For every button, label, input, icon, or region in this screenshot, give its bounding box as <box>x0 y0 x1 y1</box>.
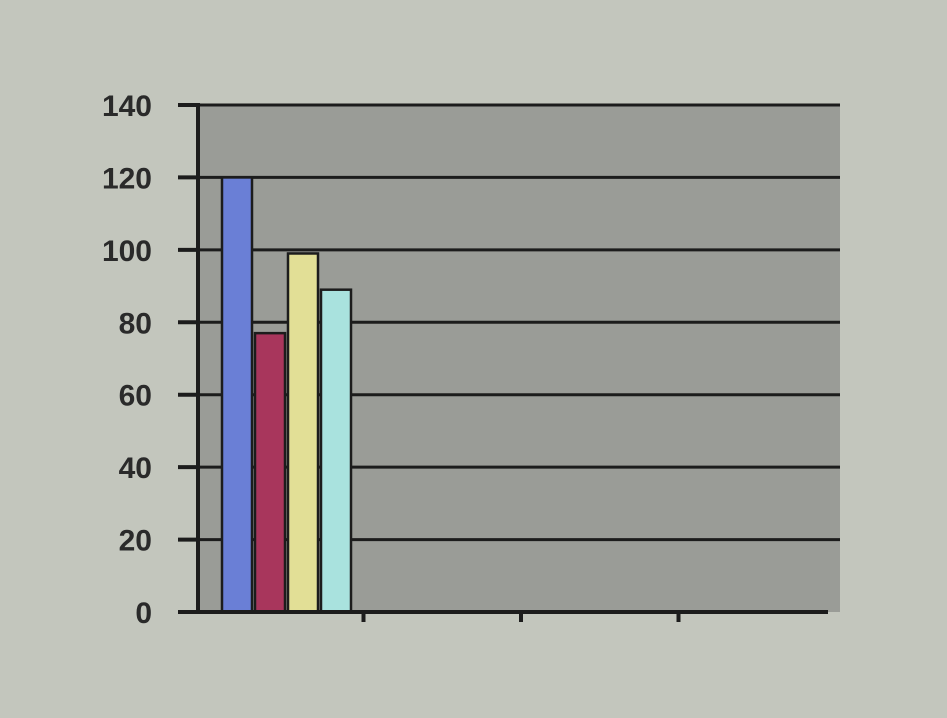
y-tick-label: 0 <box>135 597 152 630</box>
bar-series-4 <box>319 288 353 614</box>
y-tick-label: 80 <box>119 307 152 340</box>
y-tick-label: 20 <box>119 525 152 558</box>
y-tick-label: 120 <box>102 162 152 195</box>
y-tick-labels: 0 20 40 60 80 100 120 140 <box>102 90 152 630</box>
axes <box>178 103 828 622</box>
y-tick-label: 40 <box>119 452 152 485</box>
bar-series-2 <box>253 331 287 614</box>
bar-series-1 <box>220 176 254 614</box>
bar-series-3 <box>286 252 320 614</box>
y-tick-label: 60 <box>119 380 152 413</box>
y-tick-label: 100 <box>102 235 152 268</box>
y-tick-label: 140 <box>102 90 152 123</box>
